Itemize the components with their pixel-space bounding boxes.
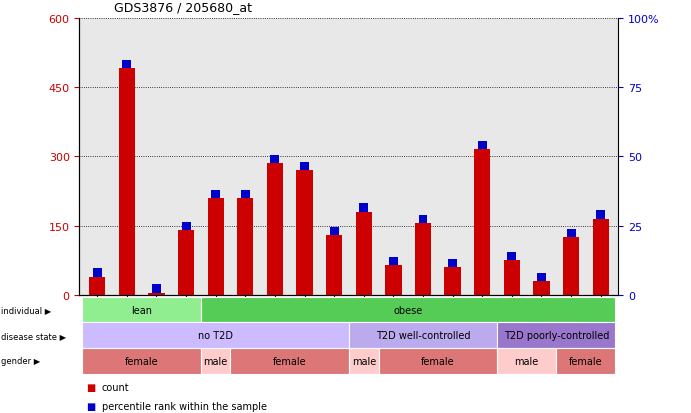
Bar (296, 171, 312, 295)
Bar (267, 164, 283, 295)
Bar (89, 277, 105, 295)
Bar (149, 293, 164, 295)
Text: percentile rank within the sample: percentile rank within the sample (102, 401, 267, 411)
Text: T2D well-controlled: T2D well-controlled (376, 330, 471, 340)
Bar (592, 219, 609, 295)
Bar (300, 162, 309, 171)
Bar (504, 261, 520, 295)
Bar (596, 211, 605, 219)
Bar (444, 268, 461, 295)
Bar (537, 273, 546, 282)
Bar (507, 252, 516, 261)
Bar (122, 61, 131, 69)
Text: count: count (102, 382, 129, 392)
Bar (567, 229, 576, 237)
Bar (448, 259, 457, 268)
Text: T2D poorly-controlled: T2D poorly-controlled (504, 330, 609, 340)
Bar (93, 268, 102, 277)
Text: gender ▶: gender ▶ (1, 356, 40, 366)
Text: disease state ▶: disease state ▶ (1, 331, 66, 340)
Bar (533, 282, 549, 295)
Text: obese: obese (394, 305, 423, 315)
Bar (389, 257, 398, 265)
Bar (474, 150, 491, 295)
Bar (326, 235, 342, 295)
Bar (270, 156, 279, 164)
Text: lean: lean (131, 305, 152, 315)
Bar (563, 237, 579, 295)
Text: ■: ■ (86, 382, 95, 392)
Text: female: female (273, 356, 307, 366)
Bar (119, 69, 135, 295)
Bar (152, 285, 161, 293)
Bar (178, 231, 194, 295)
Bar (359, 204, 368, 212)
Bar (419, 216, 428, 224)
Text: GDS3876 / 205680_at: GDS3876 / 205680_at (114, 2, 252, 14)
Text: female: female (569, 356, 603, 366)
Bar (182, 223, 191, 231)
Text: male: male (352, 356, 376, 366)
Bar (477, 142, 486, 150)
Bar (415, 224, 431, 295)
Text: male: male (515, 356, 539, 366)
Bar (385, 265, 401, 295)
Text: no T2D: no T2D (198, 330, 233, 340)
Text: male: male (204, 356, 228, 366)
Bar (356, 212, 372, 295)
Text: individual ▶: individual ▶ (1, 305, 51, 314)
Bar (241, 190, 249, 199)
Bar (237, 199, 254, 295)
Bar (207, 199, 224, 295)
Bar (330, 227, 339, 235)
Bar (211, 190, 220, 199)
Text: female: female (421, 356, 455, 366)
Text: female: female (125, 356, 158, 366)
Text: ■: ■ (86, 401, 95, 411)
